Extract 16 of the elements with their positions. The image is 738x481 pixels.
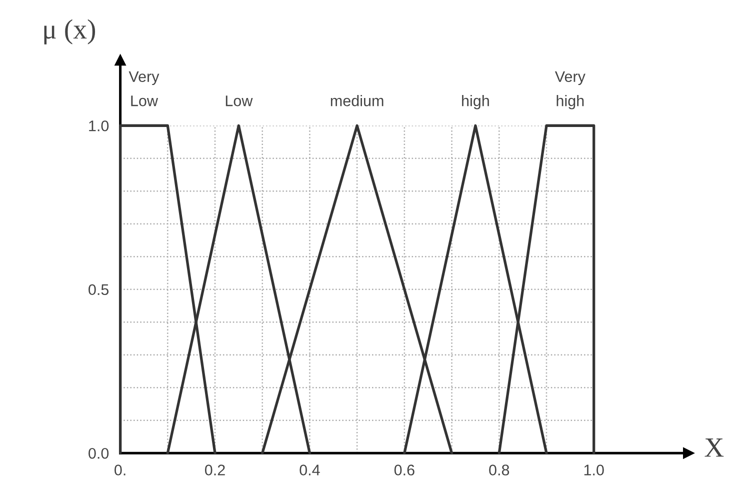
x-axis-title: X	[704, 438, 724, 457]
y-tick-label: 0.0	[88, 448, 109, 459]
x-tick-label: 0.8	[489, 464, 510, 476]
y-tick-label: 1.0	[89, 120, 109, 132]
x-tick-label: 0.6	[394, 464, 414, 476]
series-label: medium	[330, 95, 384, 106]
y-axis-title: μ (x)	[44, 19, 96, 44]
x-tick-label: 0.	[114, 464, 126, 476]
x-tick-label: 1.0	[584, 464, 604, 476]
series-label: Very Low	[128, 71, 160, 106]
series-label: Low	[226, 96, 253, 106]
series-label: high	[462, 95, 489, 110]
x-tick-label: 0.4	[300, 464, 320, 476]
y-tick-label: 0.5	[88, 284, 109, 296]
series-label: Very high	[554, 71, 586, 110]
x-tick-label: 0.2	[204, 464, 225, 476]
